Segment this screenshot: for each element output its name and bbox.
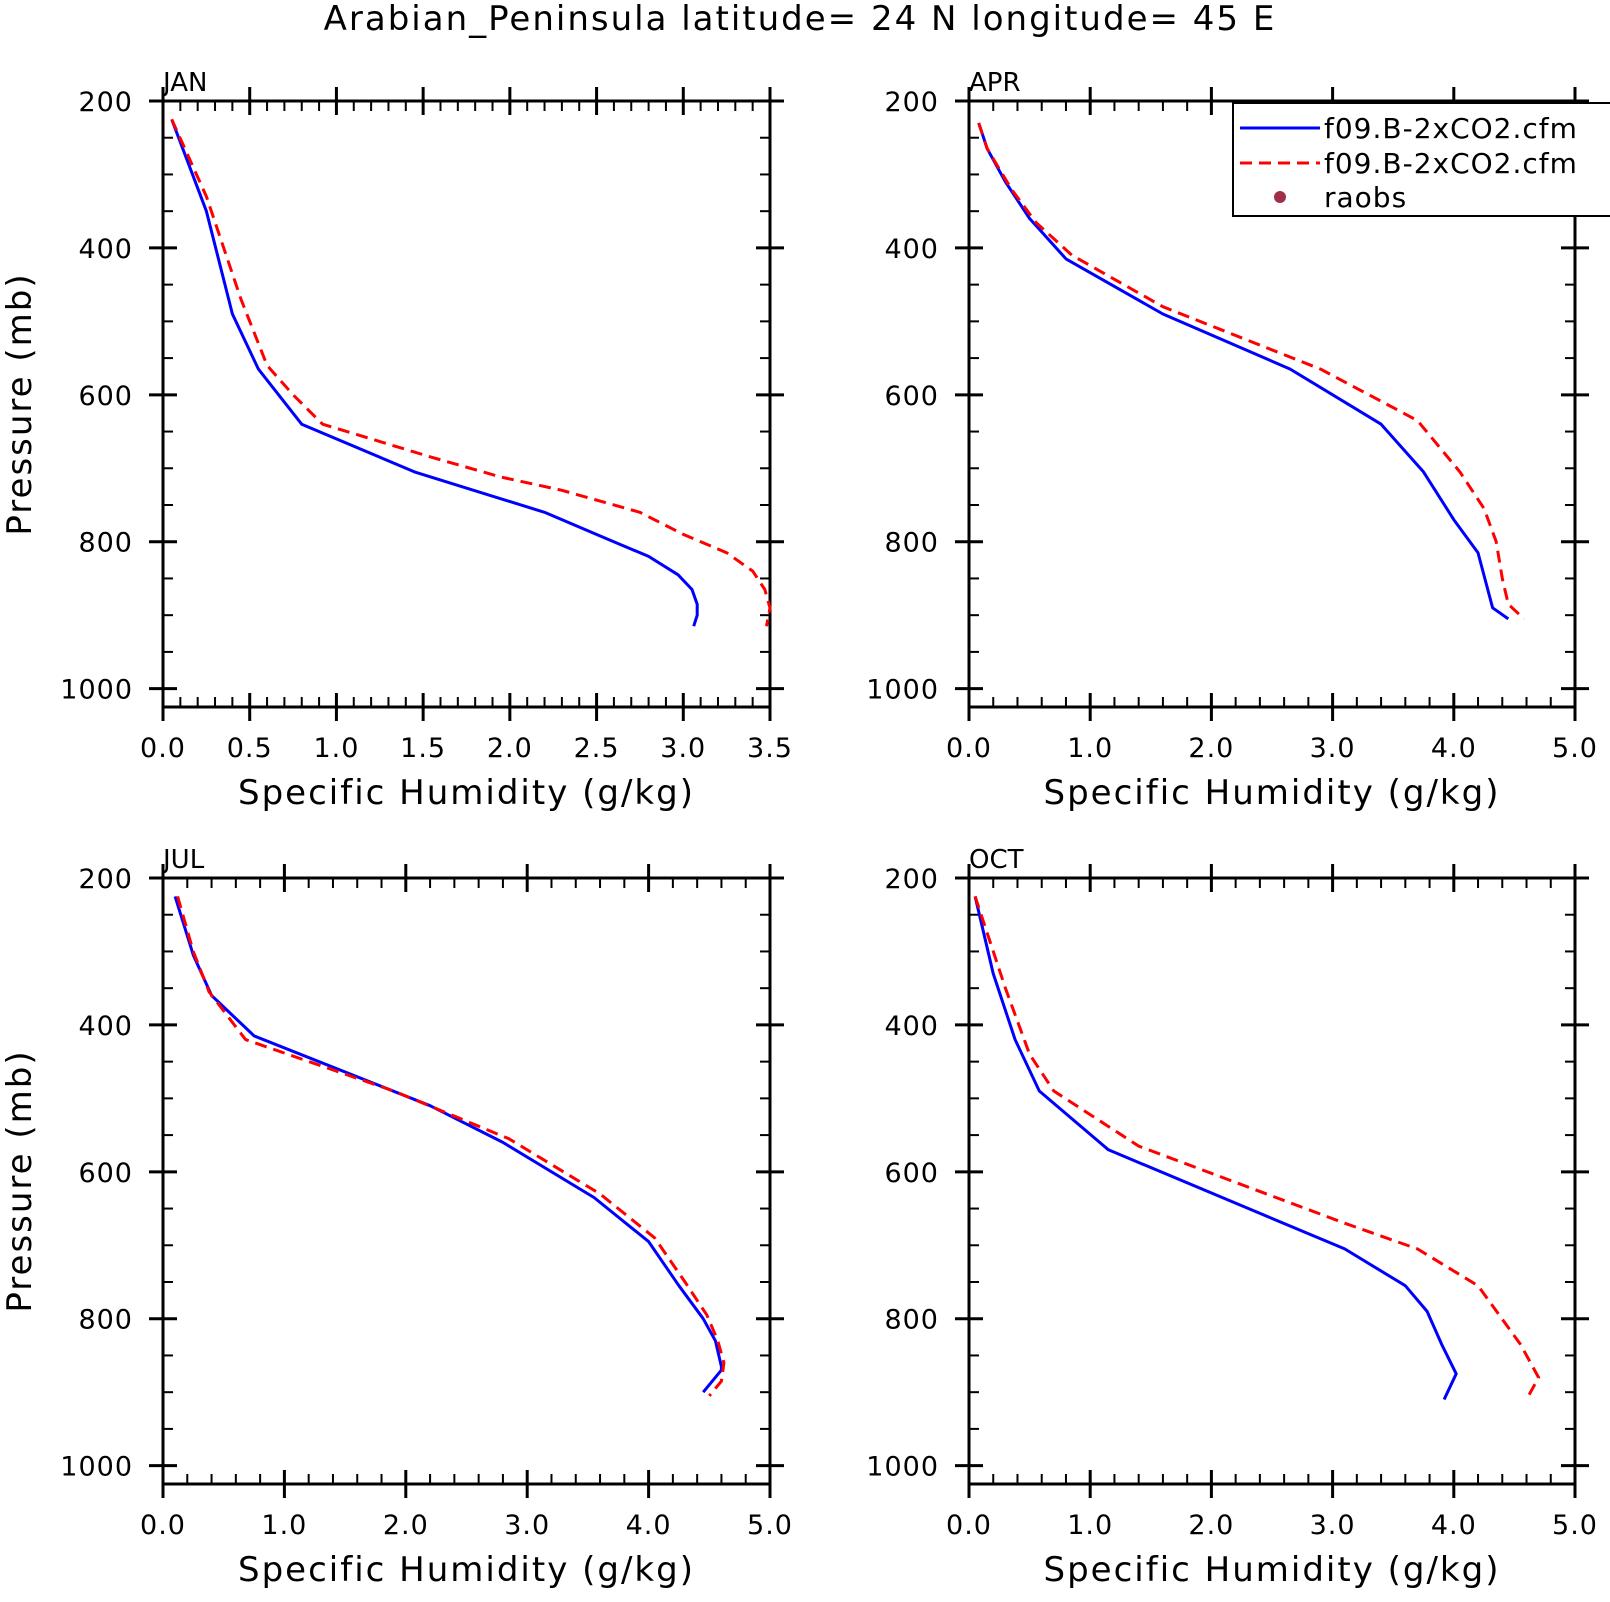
x-tick-label: 3.0 xyxy=(1310,1510,1356,1541)
x-axis-title: Specific Humidity (g/kg) xyxy=(1044,1550,1501,1590)
y-tick-label: 1000 xyxy=(60,675,133,706)
x-tick-label: 5.0 xyxy=(1552,733,1598,764)
y-tick-label: 800 xyxy=(78,1305,133,1336)
legend-label-solid: f09.B-2xCO2.cfm xyxy=(1324,112,1578,145)
x-tick-label: 0.0 xyxy=(140,1510,186,1541)
y-tick-label: 200 xyxy=(78,864,133,895)
x-tick-label: 2.0 xyxy=(1188,1510,1234,1541)
plot-frame xyxy=(161,876,772,1486)
x-axis-title: Specific Humidity (g/kg) xyxy=(238,773,695,813)
series-line-solid xyxy=(973,896,1458,1401)
series-line-solid xyxy=(170,118,699,627)
series-line-dashed xyxy=(973,895,1541,1401)
x-tick-label: 2.0 xyxy=(487,733,533,764)
y-tick-label: 600 xyxy=(884,1158,939,1189)
legend-swatch-dot xyxy=(1274,191,1286,203)
x-tick-label: 3.5 xyxy=(747,733,793,764)
y-axis-title: Pressure (mb) xyxy=(0,272,40,535)
x-tick-label: 0.0 xyxy=(946,1510,992,1541)
panel-label: OCT xyxy=(969,845,1024,875)
x-tick-label: 1.0 xyxy=(1067,1510,1113,1541)
x-tick-label: 1.0 xyxy=(261,1510,307,1541)
x-tick-label: 0.0 xyxy=(946,733,992,764)
legend: f09.B-2xCO2.cfm f09.B-2xCO2.cfm raobs xyxy=(1232,102,1610,217)
y-tick-label: 600 xyxy=(78,1158,133,1189)
x-tick-label: 4.0 xyxy=(626,1510,672,1541)
panel-label: JUL xyxy=(161,845,205,875)
plot-frame xyxy=(967,99,1577,709)
x-tick-label: 4.0 xyxy=(1431,1510,1477,1541)
x-tick-label: 2.5 xyxy=(574,733,620,764)
x-tick-label: 3.0 xyxy=(1310,733,1356,764)
y-tick-label: 1000 xyxy=(866,675,939,706)
y-axis-title: Pressure (mb) xyxy=(0,1049,40,1312)
x-tick-label: 0.5 xyxy=(227,733,273,764)
y-tick-label: 800 xyxy=(884,1305,939,1336)
x-tick-label: 0.0 xyxy=(140,733,186,764)
y-tick-label: 400 xyxy=(884,1011,939,1042)
x-tick-label: 1.5 xyxy=(400,733,446,764)
x-axis-title: Specific Humidity (g/kg) xyxy=(238,1550,695,1590)
plot-frame xyxy=(967,876,1577,1486)
x-tick-label: 5.0 xyxy=(1552,1510,1598,1541)
panel-label: JAN xyxy=(161,68,207,98)
x-tick-label: 1.0 xyxy=(313,733,359,764)
y-tick-label: 600 xyxy=(884,381,939,412)
legend-frame xyxy=(1232,102,1610,217)
y-tick-label: 1000 xyxy=(866,1452,939,1483)
plot-frame xyxy=(161,99,772,709)
series-line-dashed xyxy=(176,895,726,1397)
y-tick-label: 400 xyxy=(884,234,939,265)
x-tick-label: 3.0 xyxy=(660,733,706,764)
x-tick-label: 5.0 xyxy=(747,1510,793,1541)
panel-label: APR xyxy=(969,68,1021,98)
x-axis-title: Specific Humidity (g/kg) xyxy=(1044,773,1501,813)
x-tick-label: 4.0 xyxy=(1431,733,1477,764)
y-tick-label: 400 xyxy=(78,1011,133,1042)
series-line-dashed xyxy=(170,118,772,627)
x-tick-label: 1.0 xyxy=(1067,733,1113,764)
x-tick-label: 2.0 xyxy=(1188,733,1234,764)
y-tick-label: 400 xyxy=(78,234,133,265)
x-tick-label: 2.0 xyxy=(383,1510,429,1541)
x-tick-label: 3.0 xyxy=(504,1510,550,1541)
y-tick-label: 1000 xyxy=(60,1452,133,1483)
y-tick-label: 200 xyxy=(884,864,939,895)
series-line-solid xyxy=(173,895,723,1394)
legend-label-dashed: f09.B-2xCO2.cfm xyxy=(1324,147,1578,180)
y-tick-label: 800 xyxy=(884,528,939,559)
y-tick-label: 600 xyxy=(78,381,133,412)
series-line-dashed xyxy=(977,122,1526,620)
y-tick-label: 200 xyxy=(78,87,133,118)
y-tick-label: 800 xyxy=(78,528,133,559)
figure-title: Arabian_Peninsula latitude= 24 N longitu… xyxy=(324,0,1277,39)
legend-label-raobs: raobs xyxy=(1324,181,1407,214)
y-tick-label: 200 xyxy=(884,87,939,118)
